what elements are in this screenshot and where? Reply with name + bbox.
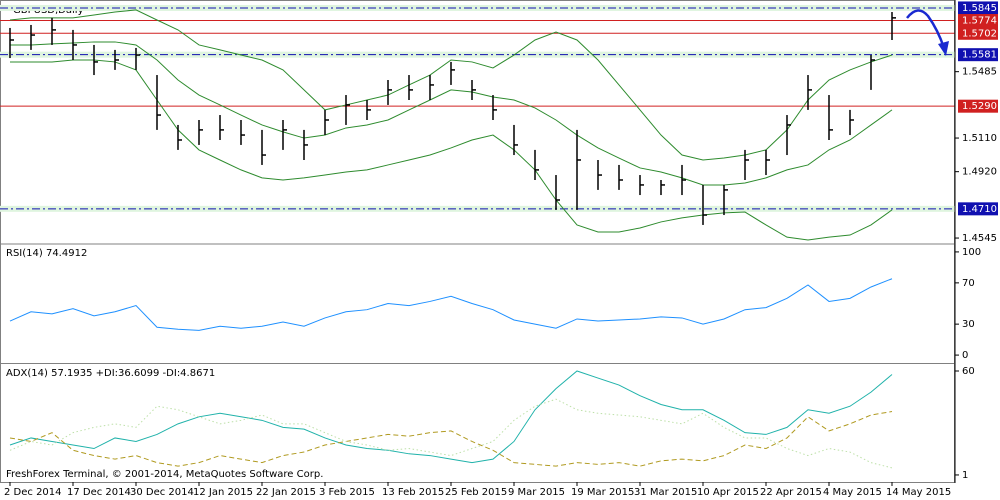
x-tick-label: 25 Feb 2015 [445, 487, 507, 498]
x-tick-label: 30 Dec 2014 [130, 487, 194, 498]
x-tick-label: 2 Dec 2014 [4, 487, 62, 498]
level-label: 1.4710 [962, 204, 997, 215]
indicator-line [9, 411, 893, 467]
y-tick-label: 30 [962, 319, 975, 330]
level-label-box [958, 202, 998, 216]
x-tick-label: 22 Jan 2015 [256, 487, 316, 498]
y-tick-label: 100 [962, 247, 981, 258]
level-label: 1.5774 [962, 16, 997, 27]
copyright: FreshForex Terminal, © 2001-2014, MetaQu… [6, 469, 323, 480]
adx-title: ADX(14) 57.1935 +DI:36.6099 -DI:4.8671 [6, 368, 215, 379]
indicator-line [9, 370, 893, 464]
x-tick-label: 3 Feb 2015 [319, 487, 375, 498]
y-tick-label: 1.5110 [962, 133, 997, 144]
x-tick-label: 10 Apr 2015 [697, 487, 759, 498]
x-tick-label: 12 Jan 2015 [193, 487, 253, 498]
level-label: 1.5581 [962, 50, 997, 61]
level-label-box [958, 48, 998, 62]
level-label-box [958, 14, 998, 28]
rsi-title: RSI(14) 74.4912 [6, 248, 87, 259]
level-label-box [958, 26, 998, 40]
indicator-line [9, 278, 893, 331]
y-tick-label: 60 [962, 366, 975, 377]
level-zone [0, 51, 955, 58]
y-tick-label: 1.5485 [962, 67, 997, 78]
level-zone [0, 205, 955, 212]
level-label: 1.5290 [962, 101, 997, 112]
bollinger-middle [10, 41, 893, 186]
y-tick-label: 0 [962, 350, 968, 361]
y-tick-label: 70 [962, 278, 975, 289]
level-label-box [958, 99, 998, 113]
forecast-arrowhead [938, 41, 949, 56]
y-tick-label: 1.4545 [962, 233, 997, 244]
x-tick-label: 31 Mar 2015 [634, 487, 697, 498]
x-tick-label: 17 Dec 2014 [67, 487, 131, 498]
x-tick-label: 13 Feb 2015 [382, 487, 444, 498]
x-tick-label: 9 Mar 2015 [508, 487, 565, 498]
level-label-box [958, 1, 998, 15]
x-tick-label: 14 May 2015 [886, 487, 951, 498]
x-tick-label: 4 May 2015 [823, 487, 882, 498]
forecast-arrow [906, 9, 946, 49]
y-tick-label: 1 [962, 470, 968, 481]
x-tick-label: 19 Mar 2015 [571, 487, 634, 498]
level-label: 1.5845 [962, 3, 997, 14]
y-tick-label: 1.4920 [962, 167, 997, 178]
level-label: 1.5702 [962, 28, 997, 39]
x-tick-label: 22 Apr 2015 [760, 487, 822, 498]
level-zone [0, 4, 955, 11]
